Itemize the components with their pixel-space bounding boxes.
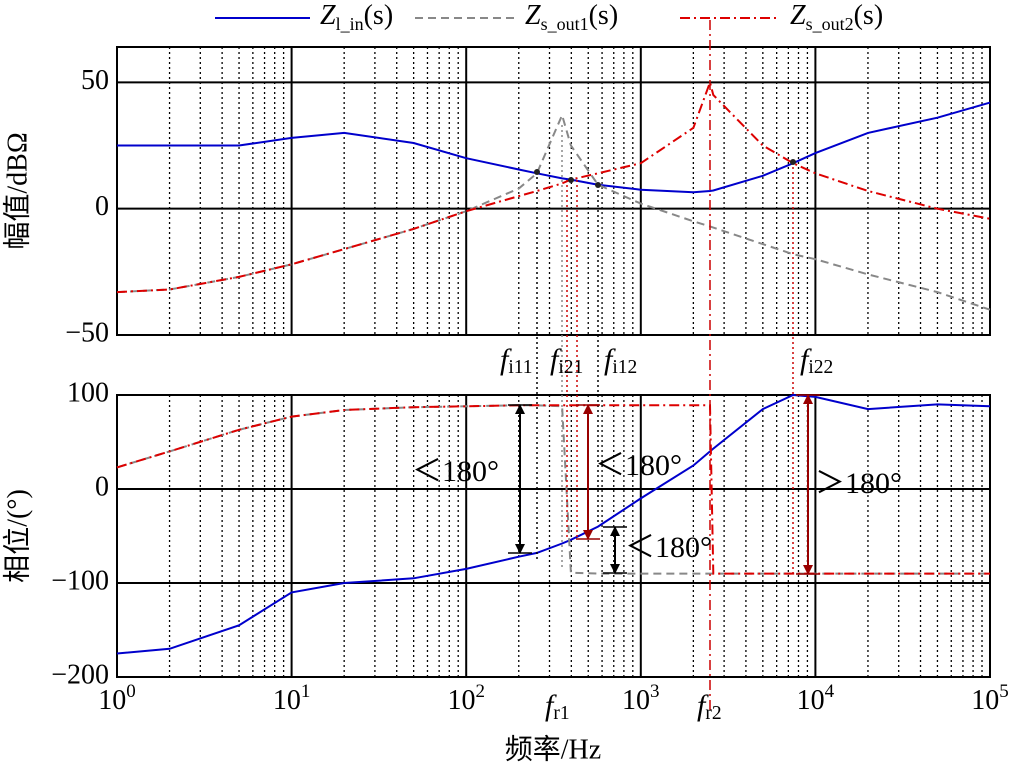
legend-sub: l_in <box>336 14 364 34</box>
y-axis-label: 幅值/dBΩ <box>1 132 33 249</box>
legend-label: Zs_out2(s) <box>790 0 883 34</box>
freq-label-sub: i22 <box>808 357 833 378</box>
freq-label: fi11 <box>500 343 533 379</box>
x-tick-exp: 1 <box>301 681 311 702</box>
y-tick-label: −200 <box>51 659 109 690</box>
angle-label: ＞180° <box>815 467 902 500</box>
y-tick-label: −100 <box>51 565 109 596</box>
series-line <box>116 112 991 311</box>
x-tick-label: 100 <box>98 681 136 716</box>
freq-label-sub: i21 <box>558 357 583 378</box>
y-tick-label: 0 <box>95 471 109 502</box>
x-tick-label: 105 <box>971 681 1009 716</box>
legend-tail: (s) <box>589 0 619 31</box>
x-tick-base: 10 <box>971 685 999 716</box>
legend-label: Zs_out1(s) <box>525 0 618 34</box>
x-tick-base: 10 <box>98 685 126 716</box>
y-axis-label: 相位/(°) <box>1 489 33 583</box>
x-tick-exp: 4 <box>825 681 835 702</box>
series-line <box>117 101 991 194</box>
legend-tail: (s) <box>854 0 884 31</box>
plot-frame <box>116 46 991 336</box>
legend-sub: s_out1 <box>541 14 589 34</box>
freq-label-sub: i12 <box>612 357 637 378</box>
intersection-dot <box>790 159 796 165</box>
x-tick-label: 104 <box>797 681 835 716</box>
angle-label: ＜180° <box>625 531 712 564</box>
freq-label-sub: i11 <box>508 357 532 378</box>
freq-label: fi12 <box>604 343 637 379</box>
freq-label: fi21 <box>550 343 583 379</box>
freq-label-sub: r1 <box>553 703 569 724</box>
intersection-dot <box>568 177 574 183</box>
angle-label: ＜180° <box>412 455 499 488</box>
angle-label: ＜180° <box>595 449 682 482</box>
freq-label: fi22 <box>800 343 833 379</box>
x-tick-label: 102 <box>447 681 485 716</box>
x-tick-label: 101 <box>273 681 311 716</box>
y-tick-label: 50 <box>81 65 109 96</box>
x-tick-exp: 5 <box>999 681 1009 702</box>
legend-label: Zl_in(s) <box>320 0 393 34</box>
x-tick-label: 103 <box>622 681 660 716</box>
y-tick-label: 100 <box>67 377 109 408</box>
intersection-dot <box>534 169 540 175</box>
y-tick-label: 0 <box>95 191 109 222</box>
plot-frame <box>116 394 991 678</box>
freq-label: fr1 <box>545 689 570 725</box>
series-line <box>116 393 991 655</box>
x-tick-base: 10 <box>797 685 825 716</box>
x-tick-base: 10 <box>273 685 301 716</box>
x-tick-exp: 0 <box>126 681 136 702</box>
legend-main: Z <box>320 0 336 31</box>
series-line <box>116 79 991 294</box>
x-axis-label: 频率/Hz <box>505 733 601 765</box>
legend-tail: (s) <box>364 0 394 31</box>
x-tick-exp: 2 <box>475 681 485 702</box>
legend-sub: s_out2 <box>806 14 854 34</box>
legend-main: Z <box>525 0 541 31</box>
y-tick-label: −50 <box>65 317 109 348</box>
legend-main: Z <box>790 0 806 31</box>
intersection-dot <box>595 182 601 188</box>
freq-label-sub: r2 <box>705 703 721 724</box>
x-tick-exp: 3 <box>650 681 660 702</box>
x-tick-base: 10 <box>447 685 475 716</box>
x-tick-base: 10 <box>622 685 650 716</box>
